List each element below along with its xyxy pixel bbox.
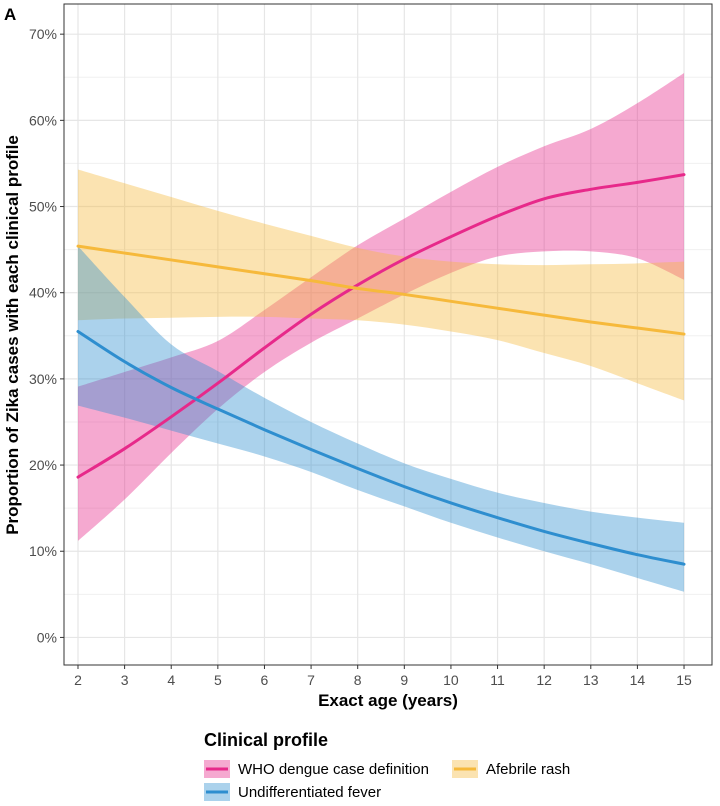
legend-label: Undifferentiated fever [238,784,381,801]
x-tick-label: 7 [307,672,315,688]
y-tick-label: 10% [29,543,57,559]
x-tick-label: 15 [676,672,692,688]
line-undifferentiated-fever [76,329,686,566]
line-who-dengue-case-definition [76,173,686,479]
x-tick-label: 4 [167,672,175,688]
y-tick-label: 50% [29,199,57,215]
series-lines [76,173,686,566]
x-tick-label: 2 [74,672,82,688]
x-tick-label: 5 [214,672,222,688]
confidence-bands [77,72,685,592]
grid [64,4,712,665]
x-tick-label: 6 [261,672,269,688]
y-tick-label: 20% [29,457,57,473]
x-tick-label: 13 [583,672,599,688]
band-who-dengue-case-definition [77,72,685,541]
y-tick-label: 60% [29,112,57,128]
x-tick-label: 3 [121,672,129,688]
x-tick-label: 11 [490,672,505,688]
x-axis-title: Exact age (years) [318,691,458,710]
y-tick-label: 40% [29,285,57,301]
legend-title: Clinical profile [204,730,328,750]
y-tick-label: 30% [29,371,57,387]
line-afebrile-rash [76,244,686,336]
legend-label: Afebrile rash [486,761,570,778]
axis-ticks: 0% 10% 20% 30% 40% 50% 60% 70% 2 3 4 5 6 7 8 9 10 11 12 13 1… [29,26,692,688]
legend-label: WHO dengue case definition [238,761,429,778]
legend-item-who-dengue-case-definition: WHO dengue case definition [204,760,429,778]
y-tick-label: 0% [37,629,57,645]
legend: Clinical profile WHO dengue case definit… [204,730,570,801]
x-tick-label: 10 [443,672,459,688]
band-undifferentiated-fever [77,246,685,592]
band-afebrile-rash [77,169,685,401]
x-tick-label: 14 [630,672,646,688]
x-tick-label: 12 [536,672,552,688]
x-tick-label: 9 [400,672,408,688]
legend-item-undifferentiated-fever: Undifferentiated fever [204,783,381,801]
y-axis-title: Proportion of Zika cases with each clini… [3,135,22,535]
x-tick-label: 8 [354,672,362,688]
y-tick-label: 70% [29,26,57,42]
legend-item-afebrile-rash: Afebrile rash [452,760,570,778]
plot-border [63,3,713,666]
panel-label: A [4,5,16,24]
